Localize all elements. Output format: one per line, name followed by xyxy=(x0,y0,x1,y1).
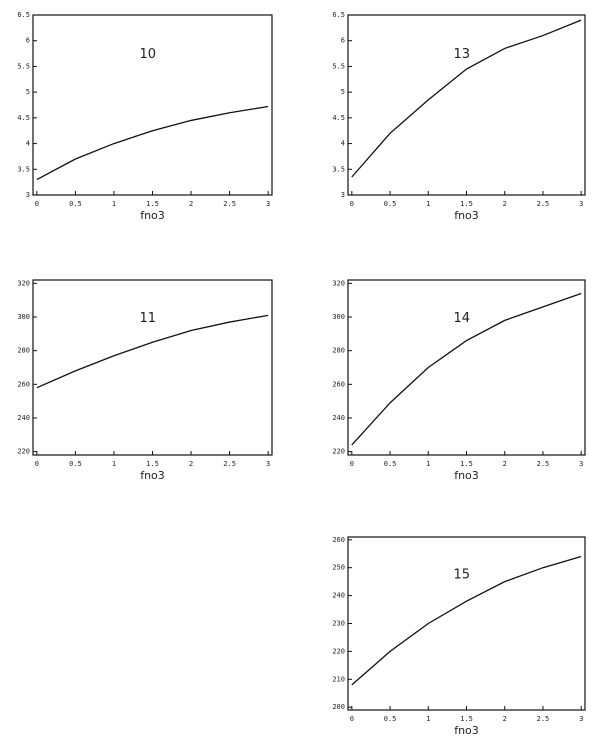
y-tick-label: 240 xyxy=(332,414,345,422)
data-line xyxy=(351,292,582,446)
y-tick-label: 3.5 xyxy=(332,165,345,173)
x-axis-label: fno3 xyxy=(454,209,479,222)
y-tick-label: 260 xyxy=(332,536,345,544)
y-tick-label: 240 xyxy=(17,414,30,422)
y-tick-label: 200 xyxy=(332,703,345,711)
x-tick-label: 0 xyxy=(350,460,354,468)
panel-label: 11 xyxy=(139,311,156,326)
x-tick-label: 1.5 xyxy=(460,715,473,723)
y-tick-label: 4.5 xyxy=(17,114,30,122)
x-tick-label: 1 xyxy=(426,200,430,208)
x-tick-label: 2.5 xyxy=(537,715,550,723)
data-line xyxy=(351,555,582,686)
x-tick-label: 1 xyxy=(426,460,430,468)
x-tick-label: 0.5 xyxy=(384,200,397,208)
x-tick-label: 0 xyxy=(35,200,39,208)
x-tick-label: 3 xyxy=(579,200,583,208)
x-tick-label: 2.5 xyxy=(537,200,550,208)
x-tick-label: 1 xyxy=(112,460,116,468)
y-tick-label: 6 xyxy=(341,37,345,45)
x-tick-label: 0 xyxy=(35,460,39,468)
y-tick-label: 6 xyxy=(26,37,30,45)
panel-label: 15 xyxy=(453,568,470,583)
data-line xyxy=(36,105,269,181)
y-tick-label: 230 xyxy=(332,620,345,628)
y-tick-label: 5.5 xyxy=(17,62,30,70)
y-tick-label: 4 xyxy=(26,140,30,148)
x-tick-label: 1.5 xyxy=(146,460,159,468)
x-tick-label: 0 xyxy=(350,200,354,208)
y-tick-label: 220 xyxy=(332,448,345,456)
x-axis-label: fno3 xyxy=(454,724,479,737)
y-tick-label: 260 xyxy=(332,380,345,388)
y-tick-label: 5 xyxy=(341,88,345,96)
x-tick-label: 2 xyxy=(503,715,507,723)
y-tick-label: 300 xyxy=(17,313,30,321)
y-tick-label: 4.5 xyxy=(332,114,345,122)
panel-label: 13 xyxy=(453,47,470,62)
x-tick-label: 2.5 xyxy=(223,200,236,208)
x-tick-label: 2 xyxy=(189,460,193,468)
y-tick-label: 3 xyxy=(341,191,345,199)
y-tick-label: 220 xyxy=(17,448,30,456)
x-tick-label: 0 xyxy=(350,715,354,723)
plot-frame xyxy=(347,536,586,711)
panel-label: 14 xyxy=(453,311,470,326)
x-tick-label: 1.5 xyxy=(460,460,473,468)
y-tick-label: 210 xyxy=(332,675,345,683)
y-tick-label: 3 xyxy=(26,191,30,199)
plot-frame xyxy=(32,279,273,456)
y-tick-label: 5 xyxy=(26,88,30,96)
x-tick-label: 0.5 xyxy=(384,715,397,723)
y-tick-label: 280 xyxy=(332,347,345,355)
x-tick-label: 3 xyxy=(579,460,583,468)
plot-frame xyxy=(347,14,586,196)
y-tick-label: 280 xyxy=(17,347,30,355)
y-tick-label: 220 xyxy=(332,647,345,655)
y-tick-label: 3.5 xyxy=(17,165,30,173)
y-tick-label: 250 xyxy=(332,564,345,572)
x-tick-label: 0.5 xyxy=(69,200,82,208)
y-tick-label: 6.5 xyxy=(17,11,30,19)
y-tick-label: 240 xyxy=(332,592,345,600)
x-tick-label: 0.5 xyxy=(384,460,397,468)
plot-frame xyxy=(347,279,586,456)
x-tick-label: 3 xyxy=(579,715,583,723)
data-line xyxy=(351,19,582,178)
x-axis-label: fno3 xyxy=(140,209,165,222)
x-tick-label: 1 xyxy=(112,200,116,208)
x-tick-label: 0.5 xyxy=(69,460,82,468)
x-tick-label: 2.5 xyxy=(223,460,236,468)
x-tick-label: 2 xyxy=(189,200,193,208)
x-tick-label: 1.5 xyxy=(460,200,473,208)
x-axis-label: fno3 xyxy=(454,469,479,482)
x-tick-label: 2.5 xyxy=(537,460,550,468)
x-tick-label: 3 xyxy=(266,200,270,208)
x-tick-label: 2 xyxy=(503,460,507,468)
x-tick-label: 1.5 xyxy=(146,200,159,208)
data-line xyxy=(36,314,269,389)
x-axis-label: fno3 xyxy=(140,469,165,482)
panel-label: 10 xyxy=(139,47,156,62)
x-tick-label: 3 xyxy=(266,460,270,468)
y-tick-label: 4 xyxy=(341,140,345,148)
y-tick-label: 320 xyxy=(332,279,345,287)
x-tick-label: 1 xyxy=(426,715,430,723)
plot-frame xyxy=(32,14,273,196)
y-tick-label: 260 xyxy=(17,380,30,388)
y-tick-label: 300 xyxy=(332,313,345,321)
y-tick-label: 5.5 xyxy=(332,62,345,70)
y-tick-label: 6.5 xyxy=(332,11,345,19)
y-tick-label: 320 xyxy=(17,279,30,287)
x-tick-label: 2 xyxy=(503,200,507,208)
